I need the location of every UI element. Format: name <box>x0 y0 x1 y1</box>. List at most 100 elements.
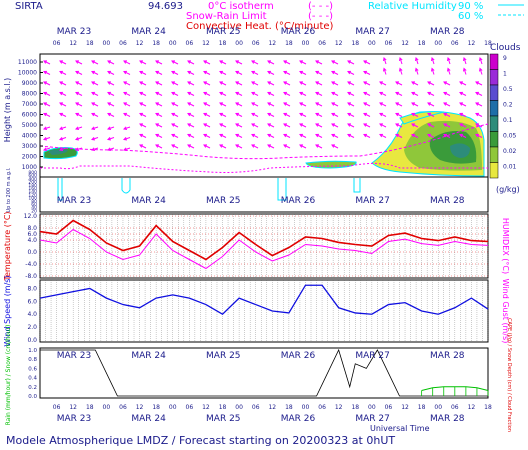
wind-arrow <box>427 134 435 138</box>
wind-arrow <box>379 102 387 107</box>
wind-arrow-head <box>443 112 448 117</box>
rh-90-label: 90 % <box>458 1 483 12</box>
temperature-panel: 12.0 8.06.04.0 0.0 -4.0 -8.0 <box>24 213 489 280</box>
colorbar-unit: (g/kg) <box>496 185 520 194</box>
wind-arrow-head <box>267 60 272 64</box>
wind-arrow <box>59 113 67 117</box>
wind-arrow <box>203 113 211 117</box>
wind-arrow <box>427 81 435 86</box>
wind-arrow-head <box>187 133 192 138</box>
hour-tick-label: 12 <box>335 40 343 47</box>
day-label: MAR 27 <box>355 351 390 361</box>
hour-tick-label: 00 <box>368 404 376 411</box>
wind-arrow-head <box>171 91 176 96</box>
wind-arrow <box>315 113 323 117</box>
wind-arrow-head <box>219 112 224 117</box>
wind-arrow <box>219 134 227 138</box>
wind-arrow-head <box>139 123 144 127</box>
wind-arrow <box>463 68 467 75</box>
wind-arrow <box>91 137 99 140</box>
wind-arrow <box>155 144 163 149</box>
wind-arrow-head <box>475 91 480 96</box>
wind-arrow <box>315 134 323 138</box>
wind-arrow-head <box>107 102 112 106</box>
hour-tick-label: 00 <box>235 40 243 47</box>
wind-arrow-head <box>171 133 176 138</box>
day-labels-cloud: MAR 23 MAR 24 MAR 25 MAR 26 MAR 27 MAR 28 <box>57 196 465 206</box>
wind-arrow-head <box>414 67 419 72</box>
temp-y-tick-label: -4.0 <box>25 261 37 268</box>
wind-arrow <box>187 102 195 107</box>
wind-arrow <box>43 147 51 151</box>
wind-arrow <box>427 102 435 107</box>
wind-arrow-head <box>347 123 352 127</box>
wind-arrow <box>139 81 147 86</box>
wind-arrow <box>219 113 227 117</box>
wind-arrow <box>235 60 243 65</box>
cloud-y-tick-label: 7000 <box>22 101 37 108</box>
wind-arrow <box>187 134 195 138</box>
wind-arrow <box>411 134 419 138</box>
wind-arrow-head <box>315 70 320 75</box>
wind-arrow <box>267 144 275 149</box>
wind-arrow-head <box>411 102 416 106</box>
wind-arrow-head <box>443 133 448 138</box>
cloud-y-tick-label: 5000 <box>22 122 37 129</box>
wind-arrow <box>363 102 371 107</box>
wind-arrow <box>399 68 403 75</box>
wind-arrow <box>203 60 211 65</box>
wind-arrow <box>267 60 275 65</box>
wind-arrow <box>251 92 259 96</box>
wind-arrow-head <box>251 133 256 138</box>
day-label: MAR 25 <box>206 351 241 361</box>
wind-arrow <box>75 71 83 75</box>
wind-arrow-head <box>107 147 112 152</box>
wind-arrow-head <box>43 102 48 106</box>
wind-arrow <box>475 81 483 86</box>
wind-arrow <box>395 81 403 86</box>
rh-low-line <box>57 178 361 201</box>
hour-tick-label: 18 <box>484 404 492 411</box>
wind-arrow-head <box>91 126 96 131</box>
wind-arrow-head <box>398 67 403 72</box>
colorbar-swatch <box>489 84 499 101</box>
wind-arrow-head <box>203 133 208 138</box>
wind-arrow-head <box>347 112 352 117</box>
wind-arrow <box>75 147 83 151</box>
wind-arrow-head <box>315 123 320 127</box>
wind-arrow-head <box>235 112 240 117</box>
cloud-y-tick-label: 140 <box>28 189 37 195</box>
top-hour-labels: 06 12 18 00 06 12 18 00 06 12 18 00 06 12 18 00 06 12 18 00… <box>53 40 492 47</box>
temp-y-tick-label: 12.0 <box>24 213 38 220</box>
hour-tick-label: 00 <box>302 404 310 411</box>
wind-arrow <box>283 71 291 75</box>
wind-arrow-head <box>363 123 368 127</box>
wind-arrow-head <box>155 133 160 138</box>
wind-arrow-head <box>347 81 352 85</box>
wind-arrow <box>443 134 451 138</box>
cloud-y-tick-label: 11000 <box>18 59 37 66</box>
wind-arrow-head <box>219 102 224 106</box>
wind-arrow <box>443 92 451 96</box>
wind-arrow <box>347 60 355 65</box>
wind-arrow-head <box>171 60 176 64</box>
hour-tick-label: 00 <box>235 404 243 411</box>
wind-arrow-head <box>59 112 64 117</box>
wind-arrow <box>59 126 67 130</box>
hour-tick-label: 06 <box>385 404 393 411</box>
wind-arrow <box>123 102 131 107</box>
wind-arrow-head <box>107 60 112 64</box>
wind-arrow-head <box>283 133 288 138</box>
wind-arrow-head <box>43 136 48 141</box>
wind-arrow <box>267 92 275 96</box>
wind-arrow-head <box>59 91 64 96</box>
wind-arrow <box>251 123 259 128</box>
wind-arrow <box>411 123 419 128</box>
wind-arrow <box>43 60 51 65</box>
precip-panel: 1.0 0.8 0.6 0.4 0.2 0.0 <box>28 347 489 400</box>
wind-arrow <box>459 123 467 128</box>
wind-arrow <box>475 102 483 107</box>
cloud-ylabel: Height (m a.s.l.) <box>3 78 12 143</box>
wind-arrow <box>107 137 115 140</box>
day-label: MAR 23 <box>57 27 92 37</box>
